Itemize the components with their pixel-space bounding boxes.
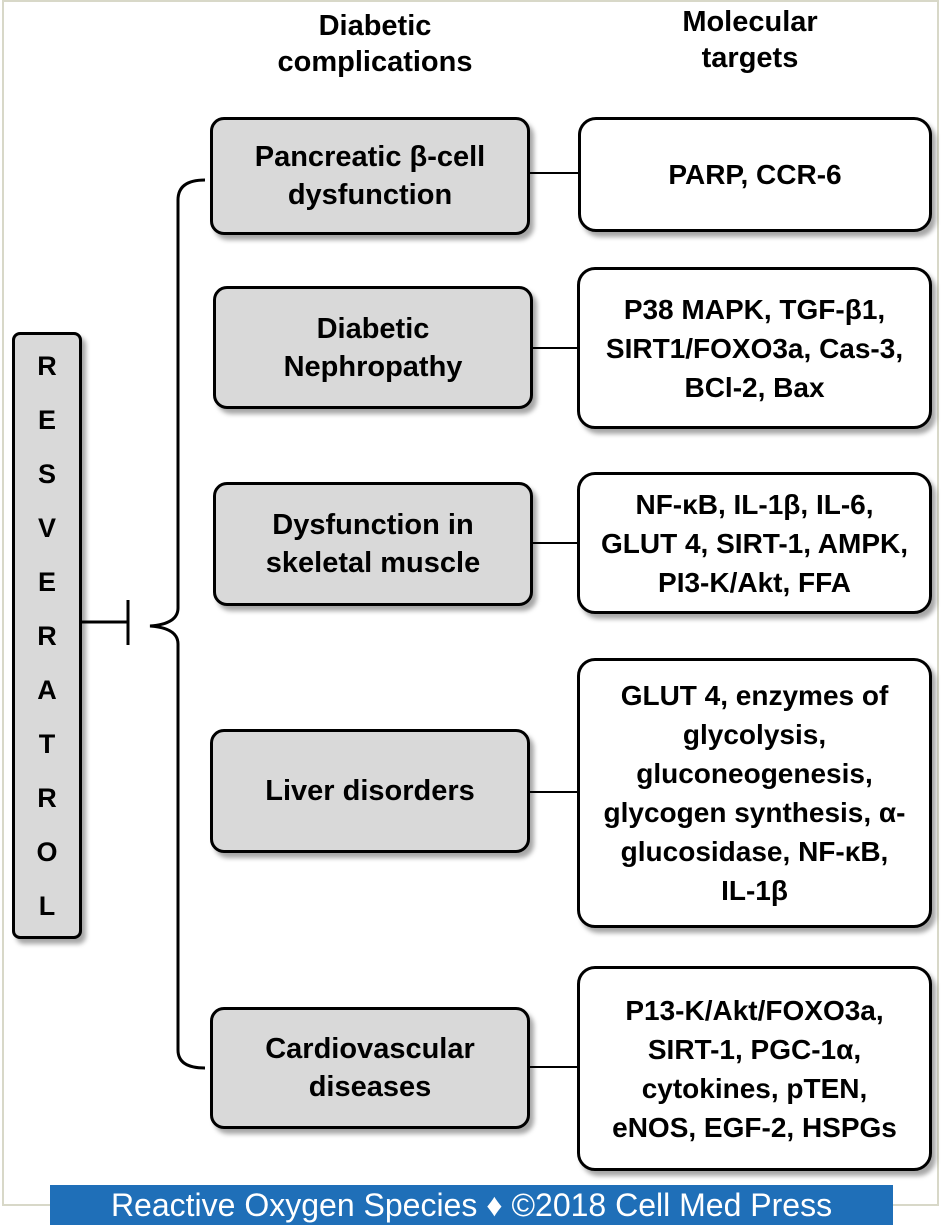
targets-cardiovascular: P13-K/Akt/FOXO3a, SIRT-1, PGC-1α, cytoki…	[577, 966, 932, 1171]
complication-cardiovascular: Cardiovascular diseases	[210, 1007, 530, 1129]
complication-nephropathy: Diabetic Nephropathy	[213, 286, 533, 409]
header-complications: Diabetic complications	[277, 10, 473, 78]
complication-liver: Liver disorders	[210, 729, 530, 853]
complication-skeletal-muscle: Dysfunction in skeletal muscle	[213, 482, 533, 606]
targets-skeletal-muscle: NF-κB, IL-1β, IL-6, GLUT 4, SIRT-1, AMPK…	[577, 472, 932, 614]
footer-credit: Reactive Oxygen Species ♦ ©2018 Cell Med…	[50, 1185, 893, 1225]
complication-pancreatic: Pancreatic β-cell dysfunction	[210, 117, 530, 235]
resveratrol-box: R E S V E R A T R O L	[12, 332, 82, 939]
targets-pancreatic: PARP, CCR-6	[578, 117, 932, 232]
header-molecular-targets: Molecular targets	[682, 6, 818, 74]
targets-nephropathy: P38 MAPK, TGF-β1, SIRT1/FOXO3a, Cas-3, B…	[577, 267, 932, 429]
targets-liver: GLUT 4, enzymes of glycolysis, gluconeog…	[577, 658, 932, 928]
brace	[149, 178, 206, 1070]
